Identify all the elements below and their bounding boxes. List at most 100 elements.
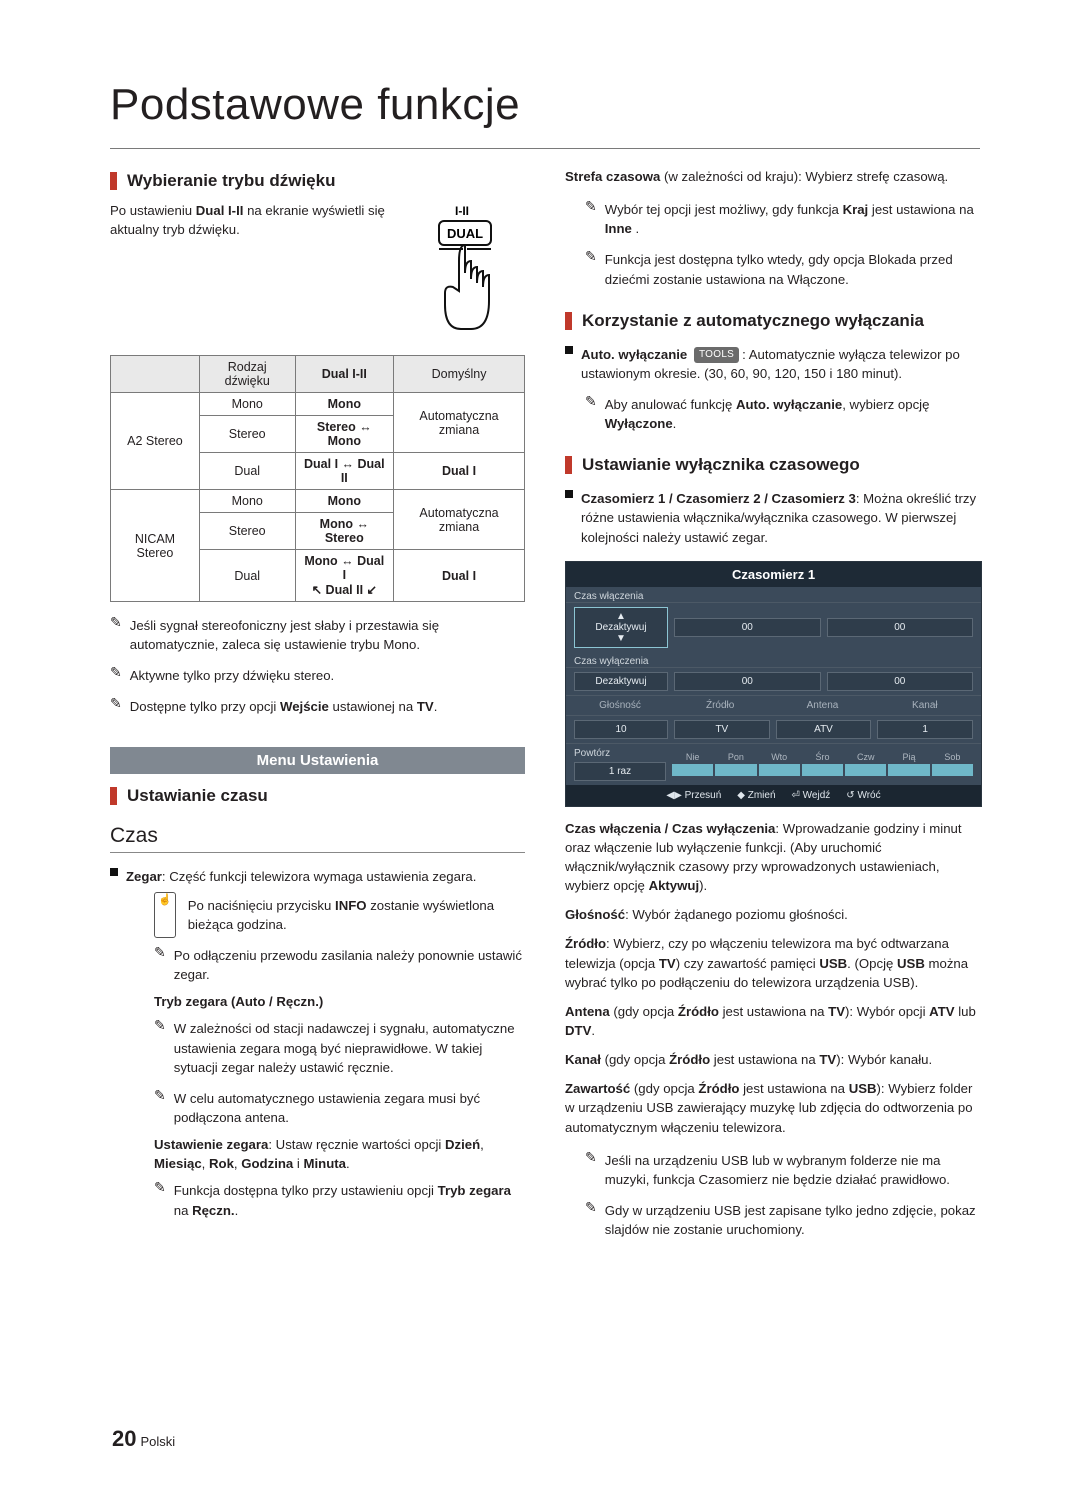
nicam-label: NICAM Stereo [111, 490, 200, 602]
th-dual: Dual I-II [295, 356, 394, 393]
section-time-title: Ustawianie czasu [127, 786, 268, 806]
th-vol: Głośność [574, 700, 666, 711]
bullet-square-icon [110, 868, 118, 876]
bullet-czasomierz: Czasomierz 1 / Czasomierz 2 / Czasomierz… [565, 485, 980, 550]
th-type: Rodzaj dźwięku [199, 356, 295, 393]
note-stereo-only: ✎ Aktywne tylko przy dźwięku stereo. [110, 662, 525, 689]
content-desc: Zawartość (gdy opcja Źródło jest ustawio… [565, 1079, 980, 1136]
strefa-czasowa: Strefa czasowa (w zależności od kraju): … [565, 167, 980, 186]
menu-settings-bar: Menu Ustawienia [110, 747, 525, 774]
day-box[interactable] [845, 764, 886, 776]
note-usb-music: ✎ Jeśli na urządzeniu USB lub w wybranym… [565, 1147, 980, 1193]
th-repeat: Powtórz [574, 748, 666, 759]
a2-r3-type: Dual [199, 453, 295, 490]
day-box[interactable] [715, 764, 756, 776]
note-icon: ✎ [110, 613, 122, 658]
timer-on-hour[interactable]: 00 [674, 618, 821, 637]
a2-r3-def: Dual I [394, 453, 525, 490]
bullet-zegar: Zegar: Część funkcji telewizora wymaga u… [110, 863, 525, 890]
a2-r1-type: Mono [199, 393, 295, 416]
channel-desc: Kanał (gdy opcja Źródło jest ustawiona n… [565, 1050, 980, 1069]
sound-mode-intro: Po ustawieniu Dual I-II na ekranie wyświ… [110, 201, 385, 239]
note-info: ☝ Po naciśnięciu przycisku INFO zostanie… [110, 892, 525, 938]
note-input-tv: ✎ Dostępne tylko przy opcji Wejście usta… [110, 693, 525, 720]
ni-r3-def: Dual I [394, 550, 525, 602]
subhead-czas: Czas [110, 824, 525, 853]
page-title: Podstawowe funkcje [110, 80, 980, 130]
note-icon: ✎ [585, 392, 597, 437]
red-accent-icon [565, 456, 572, 474]
timer-panel: Czasomierz 1 Czas włączenia ▲Dezaktywuj▼… [565, 561, 982, 807]
note-icon: ✎ [110, 663, 122, 689]
day-box[interactable] [802, 764, 843, 776]
finger-icon: ☝ [154, 892, 176, 938]
day-box[interactable] [672, 764, 713, 776]
ni-r1-dual: Mono [295, 490, 394, 513]
timer-ch[interactable]: 1 [877, 720, 973, 739]
note-blokada: ✎ Funkcja jest dostępna tylko wtedy, gdy… [565, 246, 980, 292]
title-rule [110, 148, 980, 149]
page-number: 20Polski [112, 1426, 175, 1452]
timer-off-min[interactable]: 00 [827, 672, 974, 691]
note-mono: ✎ Jeśli sygnał stereofoniczny jest słaby… [110, 612, 525, 658]
antenna-desc: Antena (gdy opcja Źródło jest ustawiona … [565, 1002, 980, 1040]
timer-src[interactable]: TV [674, 720, 770, 739]
a2-r2-type: Stereo [199, 416, 295, 453]
note-auto: ✎ W zależności od stacji nadawczej i syg… [110, 1015, 525, 1080]
left-column: Wybieranie trybu dźwięku Po ustawieniu D… [110, 167, 525, 1247]
audio-mode-table: Rodzaj dźwięku Dual I-II Domyślny A2 Ste… [110, 355, 525, 602]
red-accent-icon [110, 787, 117, 805]
ni-r2-dual: Mono ↔ Stereo [295, 513, 394, 550]
ustawienie-zegara: Ustawienie zegara: Ustaw ręcznie wartośc… [110, 1135, 525, 1173]
volume-desc: Głośność: Wybór żądanego poziomu głośnoś… [565, 905, 980, 924]
remote-dual-icon: I-II DUAL [415, 201, 525, 351]
note-kraj: ✎ Wybór tej opcji jest możliwy, gdy funk… [565, 196, 980, 242]
timer-vol[interactable]: 10 [574, 720, 668, 739]
a2-label: A2 Stereo [111, 393, 200, 490]
bullet-square-icon [565, 346, 573, 354]
red-accent-icon [110, 172, 117, 190]
ni-r3-dual: Mono ↔ Dual I ↖ Dual II ↙ [295, 550, 394, 602]
note-auto-cancel: ✎ Aby anulować funkcję Auto. wyłączanie,… [565, 391, 980, 437]
note-power: ✎ Po odłączeniu przewodu zasilania należ… [110, 942, 525, 988]
th-src: Źródło [672, 700, 768, 711]
timer-repeat[interactable]: 1 raz [574, 762, 666, 781]
a2-r2-dual: Stereo ↔ Mono [295, 416, 394, 453]
th-default: Domyślny [394, 356, 525, 393]
footer-enter: ⏎ Wejdź [792, 790, 831, 801]
note-antenna: ✎ W celu automatycznego ustawienia zegar… [110, 1085, 525, 1131]
timer-on-min[interactable]: 00 [827, 618, 974, 637]
timer-ant[interactable]: ATV [776, 720, 872, 739]
bullet-square-icon [565, 490, 573, 498]
note-icon: ✎ [154, 1086, 166, 1131]
th-ch: Kanał [877, 700, 973, 711]
svg-text:I-II: I-II [455, 204, 469, 218]
timer-on-state[interactable]: ▲Dezaktywuj▼ [574, 607, 668, 648]
timer-off-hour[interactable]: 00 [674, 672, 821, 691]
red-accent-icon [565, 312, 572, 330]
timer-footer: ◀▶ Przesuń ◆ Zmień ⏎ Wejdź ↺ Wróć [566, 785, 981, 806]
note-icon: ✎ [154, 1016, 166, 1080]
tryb-zegara-head: Tryb zegara (Auto / Ręczn.) [110, 992, 525, 1011]
note-icon: ✎ [585, 1148, 597, 1193]
ni-r3-type: Dual [199, 550, 295, 602]
timer-off-label: Czas wyłączenia [566, 652, 981, 667]
note-icon: ✎ [110, 694, 122, 720]
day-box[interactable] [932, 764, 973, 776]
footer-change: ◆ Zmień [737, 790, 775, 801]
bullet-auto-off: Auto. wyłączanie TOOLS: Automatycznie wy… [565, 341, 980, 387]
footer-return: ↺ Wróć [846, 790, 880, 801]
timer-days: Nie Pon Wto Śro Czw Pią Sob [672, 752, 973, 776]
day-box[interactable] [888, 764, 929, 776]
day-box[interactable] [759, 764, 800, 776]
ni-r12-def: Automatyczna zmiana [394, 490, 525, 550]
th-blank [111, 356, 200, 393]
timer-on-label: Czas włączenia [566, 587, 981, 602]
ni-r2-type: Stereo [199, 513, 295, 550]
footer-move: ◀▶ Przesuń [666, 790, 721, 801]
timer-off-state[interactable]: Dezaktywuj [574, 672, 668, 691]
note-icon: ✎ [154, 943, 166, 988]
ni-r1-type: Mono [199, 490, 295, 513]
note-usb-photo: ✎ Gdy w urządzeniu USB jest zapisane tyl… [565, 1197, 980, 1243]
tools-badge-icon: TOOLS [694, 347, 739, 364]
